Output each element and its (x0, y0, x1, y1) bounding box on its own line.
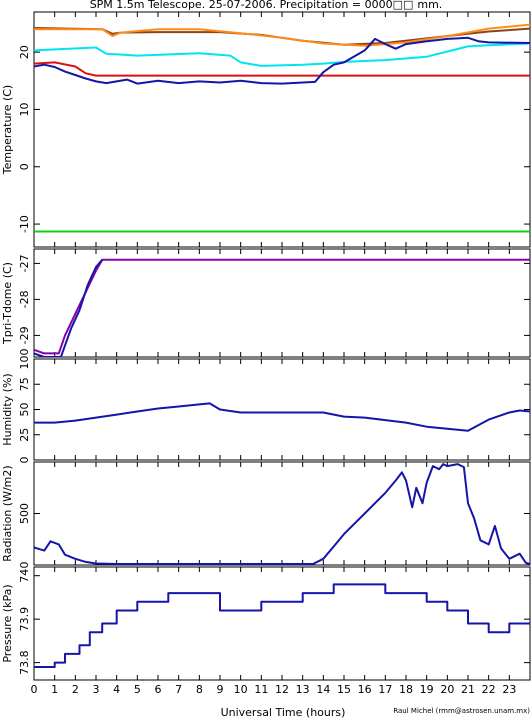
x-tick-label: 18 (399, 683, 413, 696)
y-tick-label: 0 (18, 163, 31, 170)
y-tick-label: 20 (18, 45, 31, 59)
x-tick-label: 14 (316, 683, 330, 696)
series-line-temperature-2 (34, 42, 530, 67)
y-tick-label: -29 (18, 326, 31, 344)
series-group (34, 463, 530, 565)
x-tick-label: 19 (420, 683, 434, 696)
panel-frame (33, 358, 531, 461)
x-tick-label: 10 (234, 683, 248, 696)
series-group (34, 258, 530, 357)
series-line-temperature-4 (34, 36, 530, 85)
y-tick-label: 10 (18, 102, 31, 116)
y-tick-label: 73.8 (18, 650, 31, 675)
x-tick-label: 16 (358, 683, 372, 696)
x-tick-label: 9 (217, 683, 224, 696)
x-tick-label: 17 (378, 683, 392, 696)
y-tick-label: -10 (18, 215, 31, 233)
series-line-tdiff-0 (34, 258, 530, 355)
y-tick-label: -27 (18, 254, 31, 272)
x-tick-label: 12 (275, 683, 289, 696)
x-tick-label: 15 (337, 683, 351, 696)
x-tick-label: 21 (461, 683, 475, 696)
panel-temperature: -10 0 10 20 Temperature (C) (1, 11, 531, 248)
chart-title: SPM 1.5m Telescope. 25-07-2006. Precipit… (90, 0, 443, 11)
y-axis-title: Temperature (C) (1, 85, 14, 175)
panel-humidity: 0 25 50 75 100 Humidity (%) (1, 349, 531, 464)
series-line-pressure-0 (34, 583, 530, 668)
series-group (34, 23, 530, 233)
y-tick-label: 50 (18, 403, 31, 417)
x-tick-label: 22 (482, 683, 496, 696)
y-axis-title: Humidity (%) (1, 373, 14, 445)
y-tick-label: 73.9 (18, 607, 31, 632)
x-axis-ticks: 0 1 2 3 4 5 6 7 8 9 10 11 12 13 14 15 16 17 18 19 20 21 22 23 (31, 683, 517, 696)
x-tick-label: 8 (196, 683, 203, 696)
x-axis-title: Universal Time (hours) (221, 706, 346, 719)
credit-text: Raul Michel (rmm@astrosen.unam.mx) (393, 707, 530, 715)
x-tick-label: 6 (155, 683, 162, 696)
x-tick-label: 20 (440, 683, 454, 696)
panel-frame (33, 11, 531, 248)
series-line-temperature-0 (34, 27, 530, 46)
y-tick-label: 25 (18, 428, 31, 442)
x-tick-label: 1 (51, 683, 58, 696)
x-tick-label: 4 (113, 683, 120, 696)
y-axis-title: Radiation (W/m2) (1, 465, 14, 561)
y-tick-label: 0 (18, 562, 31, 569)
panels: -10 0 10 20 Temperature (C) -29 -28 -27 Tpri-Tdo… (1, 11, 531, 681)
x-tick-label: 2 (72, 683, 79, 696)
panel-pressure: 73.8 73.9 74 Pressure (kPa) (1, 566, 531, 681)
y-axis-title: Tpri-Tdome (C) (1, 262, 14, 345)
panel-frame (33, 461, 531, 566)
series-line-tdiff-1 (34, 259, 103, 357)
x-tick-label: 23 (502, 683, 516, 696)
y-tick-label: -28 (18, 290, 31, 308)
x-tick-label: 3 (93, 683, 100, 696)
x-tick-label: 7 (175, 683, 182, 696)
series-group (34, 402, 530, 432)
y-tick-label: 74 (18, 569, 31, 583)
series-line-radiation-0 (34, 463, 530, 565)
series-line-temperature-1 (34, 23, 530, 47)
x-tick-label: 13 (296, 683, 310, 696)
x-tick-label: 5 (134, 683, 141, 696)
series-line-temperature-3 (34, 61, 530, 77)
panel-tdiff: -29 -28 -27 Tpri-Tdome (C) (1, 248, 531, 358)
y-tick-label: 100 (18, 349, 31, 370)
series-line-humidity-0 (34, 402, 530, 432)
y-tick-label: 75 (18, 377, 31, 391)
x-tick-label: 11 (254, 683, 268, 696)
series-group (34, 583, 530, 668)
y-axis-title: Pressure (kPa) (1, 584, 14, 662)
glyph-box: □□ (393, 0, 414, 11)
y-tick-label: 500 (18, 503, 31, 524)
panel-radiation: 0 500 Radiation (W/m2) (1, 461, 531, 569)
x-tick-label: 0 (31, 683, 38, 696)
y-tick-label: 0 (18, 457, 31, 464)
panel-frame (33, 248, 531, 358)
